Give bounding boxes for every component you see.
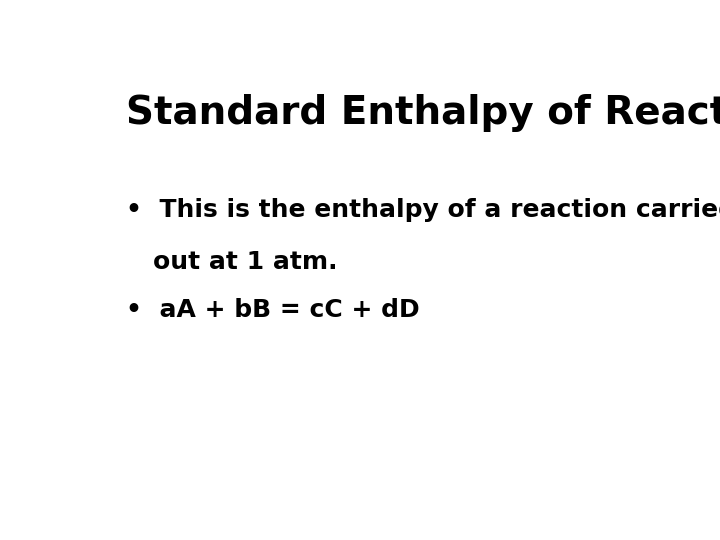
Text: •  This is the enthalpy of a reaction carried: • This is the enthalpy of a reaction car… bbox=[126, 198, 720, 222]
Text: out at 1 atm.: out at 1 atm. bbox=[153, 250, 338, 274]
Text: Standard Enthalpy of Reaction: Standard Enthalpy of Reaction bbox=[126, 94, 720, 132]
Text: •  aA + bB = cC + dD: • aA + bB = cC + dD bbox=[126, 298, 420, 322]
